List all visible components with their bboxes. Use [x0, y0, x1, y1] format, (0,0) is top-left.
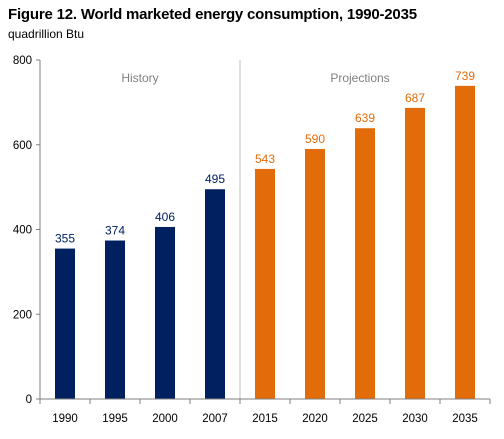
bars-group [55, 85, 475, 399]
bar-2035 [455, 85, 475, 399]
bar-2007 [205, 189, 225, 399]
y-tick-label: 400 [13, 225, 32, 237]
bar-2000 [155, 226, 175, 399]
x-tick-label-2025: 2025 [352, 413, 378, 425]
x-tick-label-1995: 1995 [102, 413, 128, 425]
bar-2015 [255, 168, 275, 399]
value-label-2015: 543 [255, 152, 275, 166]
chart-title: Figure 12. World marketed energy consump… [8, 6, 417, 23]
bar-1990 [55, 248, 75, 399]
x-tick-label-2015: 2015 [252, 413, 278, 425]
bar-1995 [105, 240, 125, 399]
axes-group: History Projections 0 200 400 600 800 1990 1995 2… [13, 55, 491, 425]
y-tick-label: 800 [13, 55, 32, 67]
x-tick-label-2020: 2020 [302, 413, 328, 425]
value-label-2000: 406 [155, 210, 175, 224]
bar-2025 [355, 128, 375, 399]
bar-2030 [405, 107, 425, 399]
value-label-2020: 590 [305, 132, 325, 146]
region-label-history: History [121, 71, 158, 85]
x-tick-label-1990: 1990 [52, 413, 78, 425]
value-label-2035: 739 [455, 69, 475, 83]
y-tick-label: 200 [13, 309, 32, 321]
value-labels-group: 355 374 406 495 543 590 639 687 739 [55, 69, 475, 246]
value-label-2030: 687 [405, 91, 425, 105]
value-label-2025: 639 [355, 111, 375, 125]
x-tick-label-2030: 2030 [402, 413, 428, 425]
value-label-1990: 355 [55, 232, 75, 246]
x-tick-label-2000: 2000 [152, 413, 178, 425]
region-label-projections: Projections [330, 71, 389, 85]
y-tick-label: 600 [13, 140, 32, 152]
y-tick-label: 0 [26, 394, 32, 406]
value-label-1995: 374 [105, 224, 125, 238]
bar-2020 [305, 148, 325, 399]
x-tick-label-2007: 2007 [202, 413, 228, 425]
value-label-2007: 495 [205, 172, 225, 186]
x-tick-label-2035: 2035 [452, 413, 478, 425]
chart-subtitle: quadrillion Btu [8, 27, 85, 41]
